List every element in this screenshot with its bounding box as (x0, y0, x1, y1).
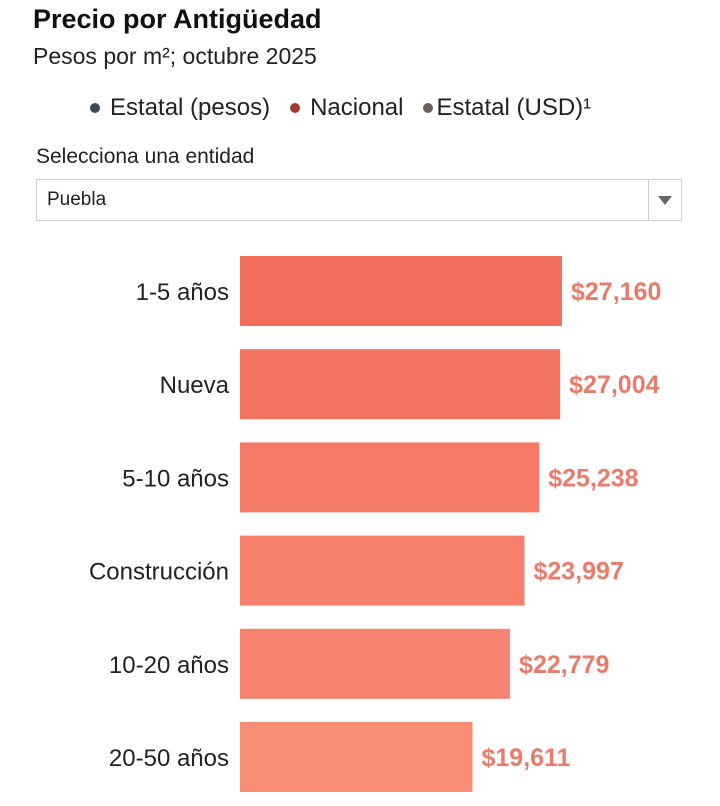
value-label: $19,611 (482, 744, 571, 772)
value-label: $27,004 (569, 371, 659, 399)
dropdown-toggle[interactable] (648, 180, 681, 220)
chevron-down-icon (658, 196, 672, 205)
legend: Estatal (pesos) Nacional Estatal (USD)¹ (90, 94, 591, 122)
legend-item-estatal-pesos[interactable]: Estatal (pesos) (90, 94, 270, 122)
category-label: Construcción (89, 559, 229, 586)
bar-chart: 1-5 años $27,160 Nueva $27,004 5-10 años $25,… (89, 256, 661, 792)
entity-select-value: Puebla (47, 189, 107, 210)
legend-label: Estatal (USD)¹ (436, 94, 592, 121)
bar-5[interactable] (240, 722, 473, 792)
category-label: 5-10 años (122, 465, 229, 492)
category-label: 1-5 años (136, 279, 229, 306)
bar-3[interactable] (240, 535, 525, 606)
bar-2[interactable] (240, 442, 540, 513)
legend-dot-icon (90, 103, 100, 113)
value-label: $22,779 (519, 651, 609, 679)
category-label: 10-20 años (109, 652, 229, 679)
value-label: $27,160 (571, 278, 661, 306)
category-label: Nueva (160, 372, 230, 399)
bar-1[interactable] (240, 349, 561, 420)
entity-select[interactable]: Puebla (36, 179, 682, 221)
value-label: $25,238 (548, 464, 638, 492)
bar-4[interactable] (240, 628, 511, 699)
chart-subtitle: Pesos por m²; octubre 2025 (33, 43, 317, 69)
legend-dot-icon (423, 103, 434, 113)
category-label: 20-50 años (109, 745, 229, 772)
legend-label: Nacional (310, 94, 404, 121)
bar-0[interactable] (240, 256, 562, 326)
legend-item-nacional[interactable]: Nacional (290, 94, 403, 122)
entity-select-label: Selecciona una entidad (36, 145, 255, 168)
value-label: $23,997 (534, 558, 624, 586)
legend-label: Estatal (pesos) (110, 94, 271, 121)
legend-dot-icon (290, 103, 301, 113)
legend-item-estatal-usd[interactable]: Estatal (USD)¹ (423, 94, 591, 122)
chart-title: Precio por Antigüedad (33, 4, 322, 34)
